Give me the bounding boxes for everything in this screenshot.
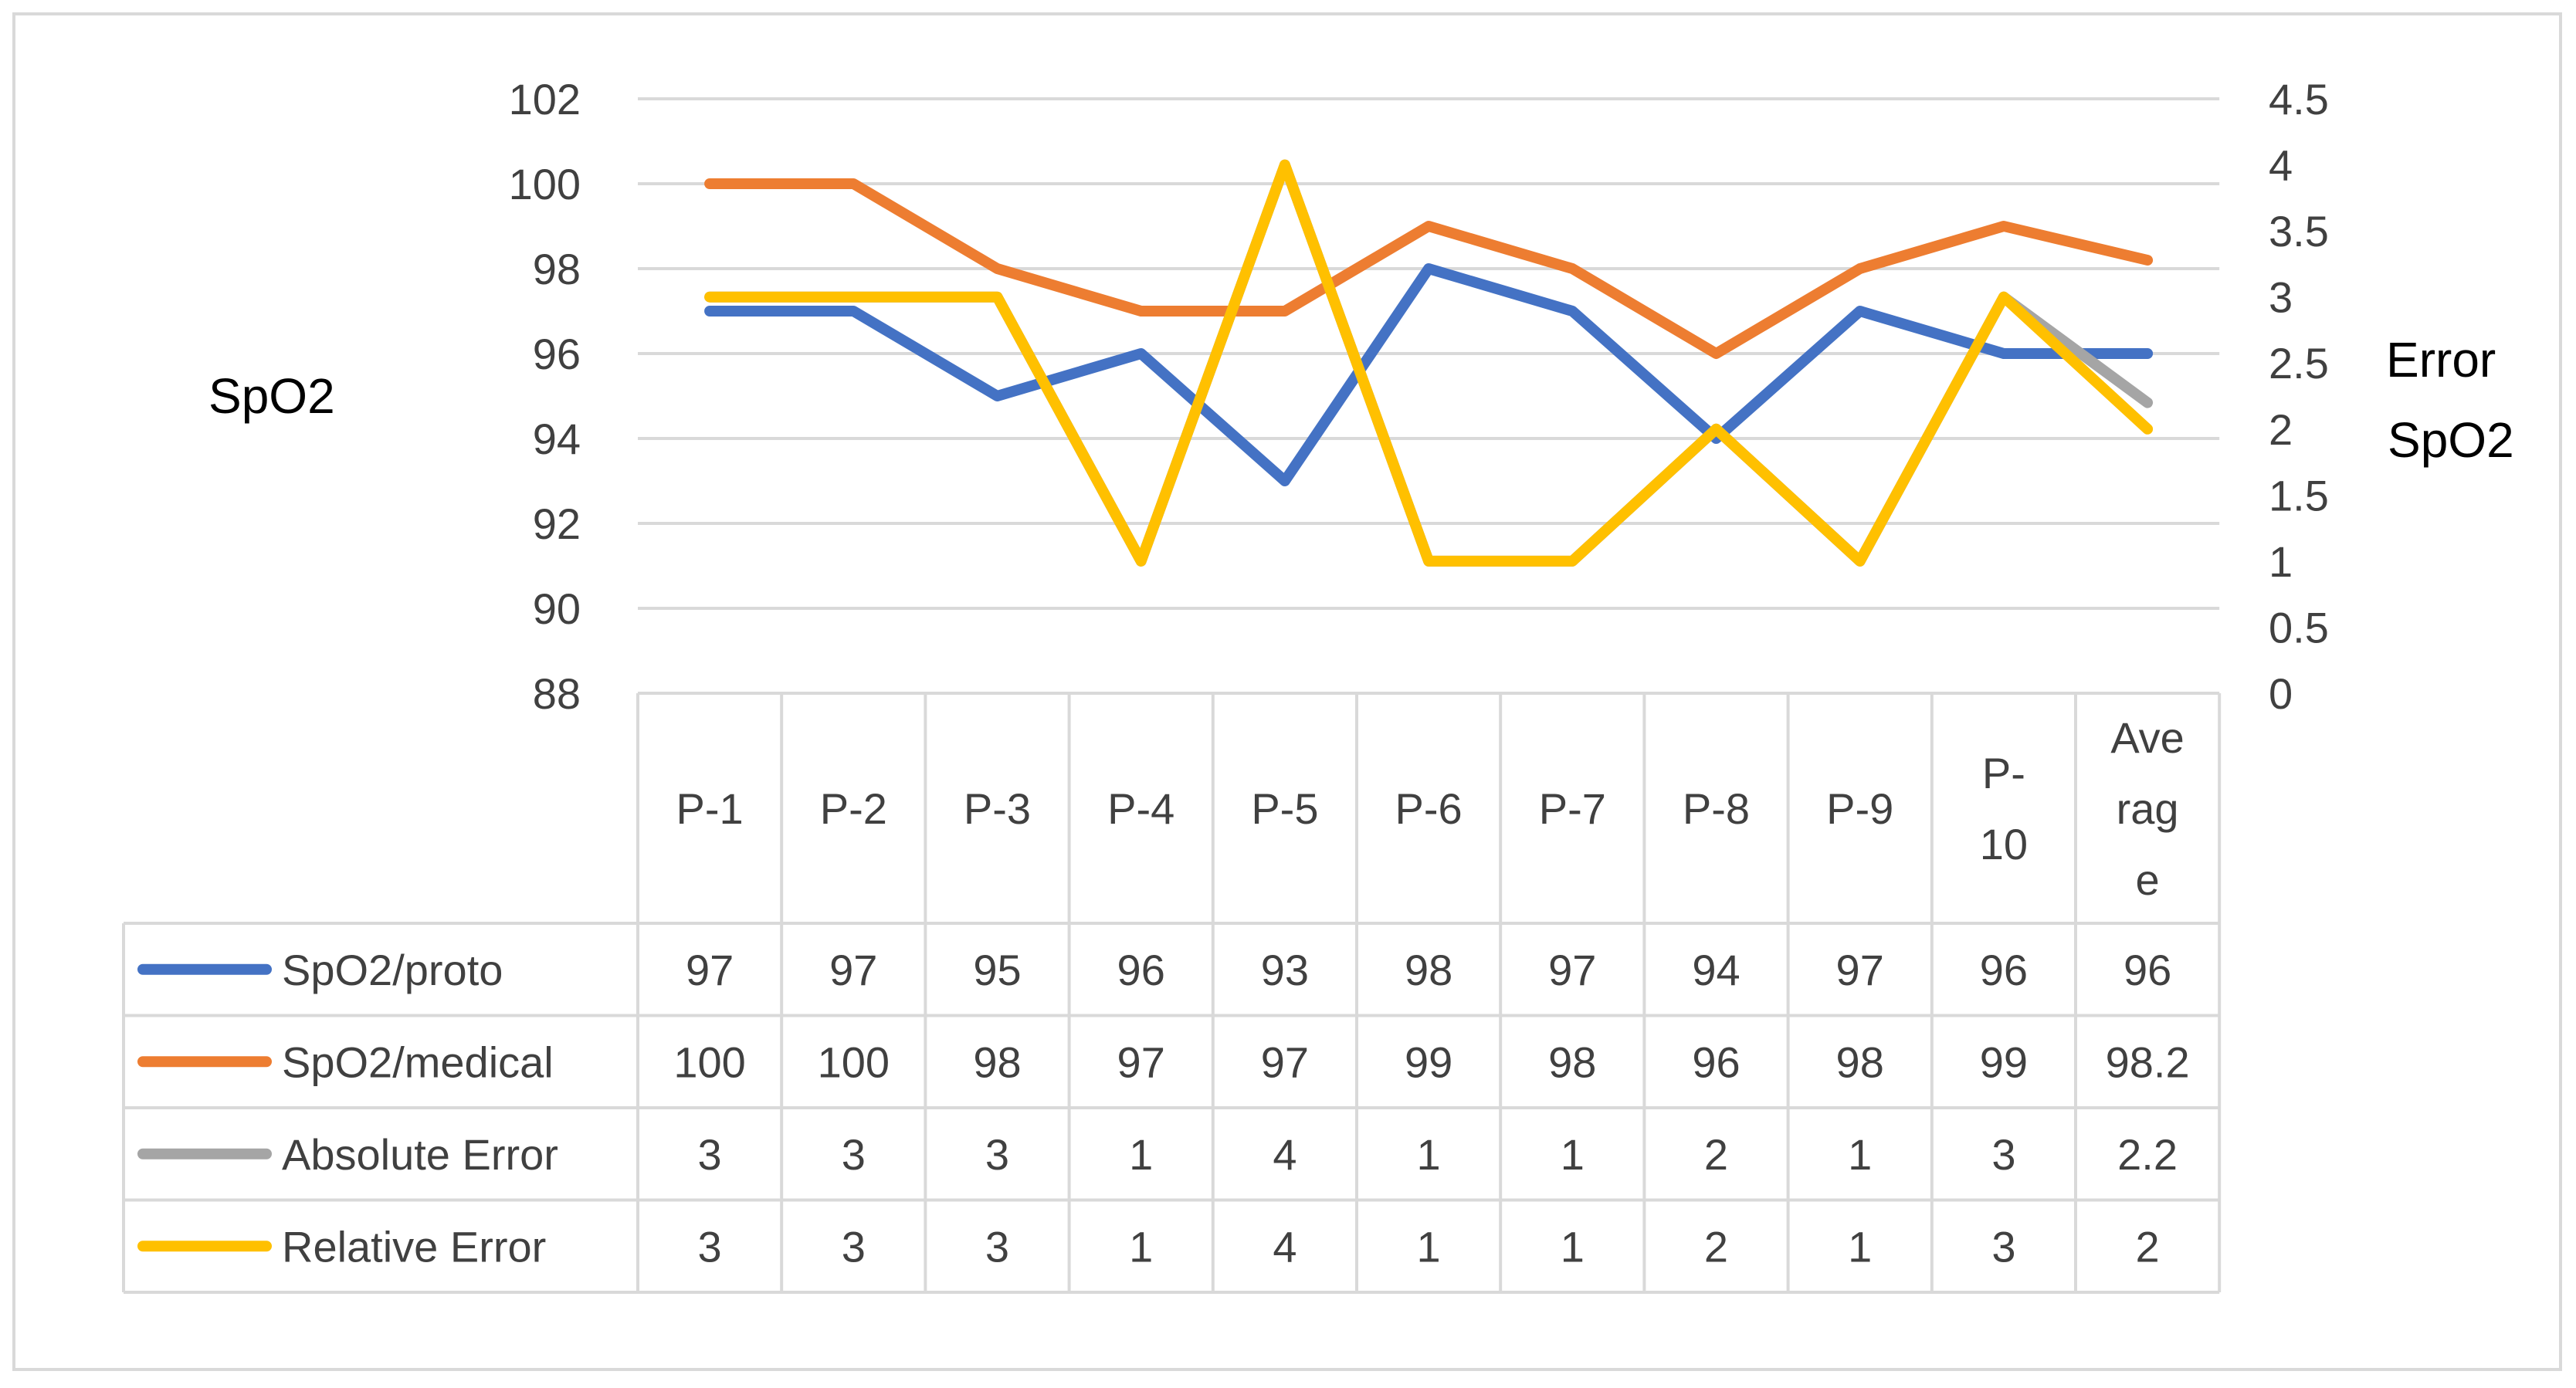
legend-label: SpO2/medical	[282, 1038, 554, 1086]
left-axis-ticks: 88 90 92 94 96 98 100 102	[509, 75, 581, 718]
data-label: 4	[1273, 1130, 1296, 1179]
data-label: 2	[2136, 1222, 2160, 1271]
x-tick-label: P-8	[1683, 784, 1750, 833]
legend-label: Relative Error	[282, 1222, 546, 1271]
data-label: 98	[1836, 1038, 1884, 1086]
data-label: 3	[842, 1130, 866, 1179]
data-label: 97	[686, 946, 734, 994]
data-label: 3	[842, 1222, 866, 1271]
data-label: 100	[673, 1038, 745, 1086]
x-tick-label: e	[2136, 855, 2160, 904]
y2-tick-label: 0	[2269, 669, 2293, 718]
series-line-1	[704, 263, 2154, 486]
data-label: 3	[1991, 1222, 2015, 1271]
data-label: 2	[1704, 1130, 1728, 1179]
y2-tick-label: 2.5	[2269, 339, 2329, 388]
data-label: 98.2	[2106, 1038, 2190, 1086]
data-table: P-1 P-2 P-3 P-4 P-5 P-6 P-7 P-8 P-9 P- 10 Ave rag e Sp…	[122, 692, 2222, 1294]
data-label: 3	[985, 1130, 1009, 1179]
data-label: 99	[1980, 1038, 2028, 1086]
x-tick-label: P-4	[1107, 784, 1174, 833]
y-tick-label: 100	[509, 160, 581, 208]
y2-tick-label: 2	[2269, 405, 2293, 454]
x-tick-label: Ave	[2110, 713, 2184, 762]
y-axis-title: SpO2	[208, 368, 335, 424]
data-label: 100	[818, 1038, 890, 1086]
x-tick-label: P-2	[820, 784, 887, 833]
y-tick-label: 98	[533, 245, 581, 293]
x-tick-label: P-3	[964, 784, 1031, 833]
y2-tick-label: 0.5	[2269, 603, 2329, 652]
data-label: 97	[1117, 1038, 1165, 1086]
data-label: 1	[1848, 1222, 1872, 1271]
y2-axis-title-line1: Error	[2386, 332, 2496, 388]
x-tick-label: P-1	[676, 784, 744, 833]
right-axis-ticks: 0 0.5 1 1.5 2 2.5 3 3.5 4 4.5	[2269, 75, 2329, 718]
data-label: 96	[1692, 1038, 1740, 1086]
y2-axis-title-line2: SpO2	[2388, 412, 2514, 468]
y2-tick-label: 4.5	[2269, 75, 2329, 124]
data-label: 3	[698, 1222, 722, 1271]
data-label: 95	[973, 946, 1021, 994]
data-label: 1	[1417, 1130, 1441, 1179]
series-line-4	[704, 159, 2154, 567]
y-tick-label: 96	[533, 330, 581, 378]
data-label: 2.2	[2117, 1130, 2178, 1179]
y2-tick-label: 4	[2269, 141, 2293, 190]
data-label: 97	[829, 946, 877, 994]
data-label: 1	[1417, 1222, 1441, 1271]
x-tick-label: P-6	[1395, 784, 1463, 833]
y2-tick-label: 3	[2269, 273, 2293, 322]
series-line-2	[704, 178, 2154, 359]
x-tick-label: P-5	[1251, 784, 1318, 833]
legend-label: Absolute Error	[282, 1130, 558, 1179]
data-label: 97	[1548, 946, 1596, 994]
data-label: 99	[1405, 1038, 1452, 1086]
data-label: 4	[1273, 1222, 1296, 1271]
y2-tick-label: 1.5	[2269, 471, 2329, 520]
legend-label: SpO2/proto	[282, 946, 503, 994]
x-tick-label: 10	[1980, 820, 2028, 868]
data-label: 1	[1848, 1130, 1872, 1179]
x-tick-label: P-9	[1826, 784, 1893, 833]
x-tick-label: P-7	[1539, 784, 1606, 833]
data-label: 3	[985, 1222, 1009, 1271]
y-tick-label: 94	[533, 415, 581, 463]
data-label: 96	[2124, 946, 2171, 994]
data-label: 98	[973, 1038, 1021, 1086]
data-label: 2	[1704, 1222, 1728, 1271]
data-label: 1	[1561, 1222, 1585, 1271]
data-label: 97	[1261, 1038, 1309, 1086]
data-label: 3	[1991, 1130, 2015, 1179]
data-label: 1	[1129, 1130, 1153, 1179]
data-label: 98	[1548, 1038, 1596, 1086]
data-label: 1	[1129, 1222, 1153, 1271]
data-label: 97	[1836, 946, 1884, 994]
series-lines	[704, 159, 2154, 567]
data-label: 96	[1117, 946, 1165, 994]
x-tick-label: P-	[1982, 749, 2025, 797]
data-label: 98	[1405, 946, 1452, 994]
y-tick-label: 92	[533, 499, 581, 548]
y-tick-label: 90	[533, 584, 581, 633]
data-label: 94	[1692, 946, 1740, 994]
data-label: 1	[1561, 1130, 1585, 1179]
data-label: 3	[698, 1130, 722, 1179]
data-label: 93	[1261, 946, 1309, 994]
data-label: 96	[1980, 946, 2028, 994]
y-tick-label: 88	[533, 669, 581, 718]
y2-tick-label: 3.5	[2269, 207, 2329, 256]
y2-tick-label: 1	[2269, 537, 2293, 586]
x-tick-label: rag	[2117, 784, 2179, 833]
y-tick-label: 102	[509, 75, 581, 124]
